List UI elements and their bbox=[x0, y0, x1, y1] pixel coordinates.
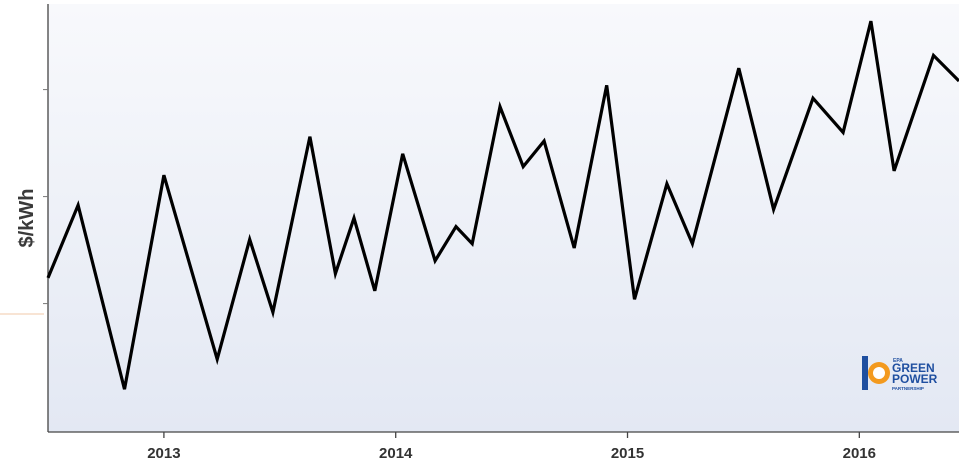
data-point bbox=[308, 135, 311, 138]
data-point bbox=[543, 140, 546, 143]
data-point bbox=[522, 165, 525, 168]
data-point bbox=[573, 247, 576, 250]
logo-line1: GREEN bbox=[892, 361, 935, 375]
data-point bbox=[499, 105, 502, 108]
data-point bbox=[605, 84, 608, 87]
data-point bbox=[401, 152, 404, 155]
series-line bbox=[46, 20, 959, 390]
logo-bar-blue bbox=[862, 356, 868, 390]
data-point bbox=[869, 20, 872, 23]
data-point bbox=[665, 182, 668, 185]
green-power-logo: EPA GREEN POWER PARTNERSHIP bbox=[862, 356, 938, 391]
data-point bbox=[271, 311, 274, 314]
x-tick-label: 2015 bbox=[611, 445, 644, 462]
data-point bbox=[77, 204, 80, 207]
data-point bbox=[162, 174, 165, 177]
data-point bbox=[471, 242, 474, 245]
data-point bbox=[633, 298, 636, 301]
data-point bbox=[455, 225, 458, 228]
data-point bbox=[248, 238, 251, 241]
data-point bbox=[216, 358, 219, 361]
data-point bbox=[434, 259, 437, 262]
data-point bbox=[893, 169, 896, 172]
data-point bbox=[353, 217, 356, 220]
logo-agency: EPA bbox=[893, 358, 903, 364]
logo-line3: PARTNERSHIP bbox=[892, 386, 924, 391]
x-tick-label: 2014 bbox=[379, 445, 413, 462]
x-tick-label: 2013 bbox=[147, 445, 180, 462]
data-point bbox=[737, 67, 740, 70]
plot-background bbox=[48, 4, 959, 432]
data-point bbox=[932, 54, 935, 57]
data-point bbox=[772, 208, 775, 211]
x-tick-label: 2016 bbox=[843, 445, 876, 462]
data-point bbox=[123, 388, 126, 391]
data-point bbox=[334, 272, 337, 275]
sun-icon-core bbox=[873, 367, 885, 379]
data-point bbox=[812, 97, 815, 100]
data-point bbox=[47, 276, 50, 279]
data-point bbox=[373, 289, 376, 292]
logo-line2: POWER bbox=[892, 372, 938, 386]
y-axis-title: $/kWh bbox=[16, 189, 38, 248]
data-point bbox=[691, 242, 694, 245]
data-point bbox=[842, 131, 845, 134]
